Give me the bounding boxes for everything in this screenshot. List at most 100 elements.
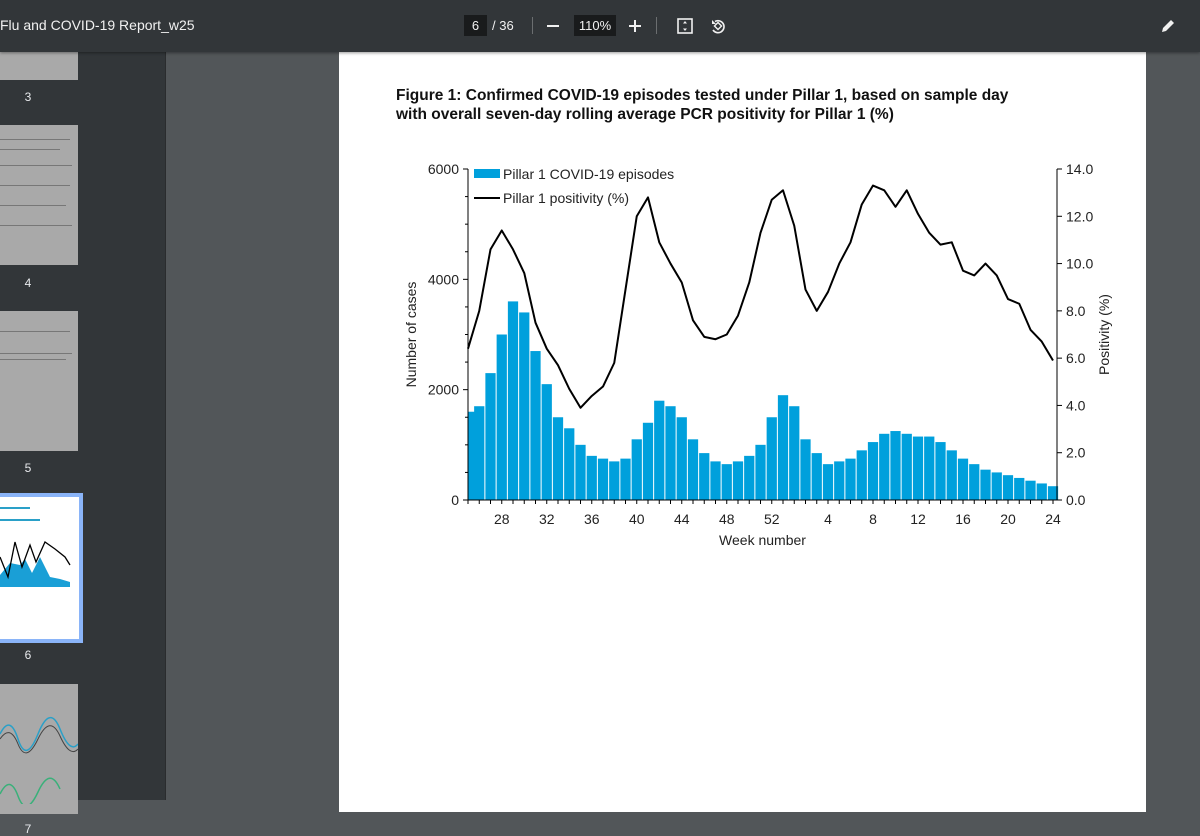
y-tick-label: 6000	[428, 161, 459, 177]
pdf-toolbar: Flu and COVID-19 Report_w25 6 / 36 110%	[0, 0, 1200, 52]
figure-title: Figure 1: Confirmed COVID-19 episodes te…	[396, 87, 1009, 123]
bar	[642, 422, 654, 500]
x-tick-label: 12	[910, 511, 926, 527]
fit-page-icon	[677, 18, 693, 34]
x-tick-label: 20	[1000, 511, 1016, 527]
legend-bar-swatch	[474, 169, 500, 178]
y2-tick-label: 0.0	[1066, 492, 1086, 508]
bar	[1002, 475, 1014, 500]
page-number-input[interactable]: 6	[464, 15, 487, 36]
bar	[755, 444, 766, 500]
thumbnail-label: 3	[24, 90, 32, 104]
bar	[924, 436, 935, 500]
bar	[879, 433, 890, 500]
bar	[766, 417, 777, 500]
bar	[721, 464, 732, 500]
combo-chart: 0 2000 4000 6000 0.0 2.0 4.0 6.0 8.0 10.0 12.0 14.0…	[403, 161, 1112, 548]
document-title: Flu and COVID-19 Report_w25	[0, 17, 195, 33]
thumbnail-label: 7	[24, 822, 32, 836]
thumbnail-page-4[interactable]	[0, 125, 78, 265]
y-axis-title: Number of cases	[403, 282, 419, 388]
legend-label: Pillar 1 positivity (%)	[503, 190, 629, 206]
bar	[777, 395, 789, 500]
zoom-level-input[interactable]: 110%	[574, 15, 616, 36]
zoom-in-button[interactable]	[623, 14, 647, 38]
x-tick-label: 48	[719, 511, 735, 527]
y2-tick-label: 6.0	[1066, 350, 1086, 366]
fit-page-button[interactable]	[673, 14, 697, 38]
divider	[532, 17, 533, 34]
bar	[575, 444, 586, 500]
x-tick-label: 16	[955, 511, 971, 527]
bar	[485, 373, 496, 500]
bar	[744, 455, 755, 500]
rotate-button[interactable]	[706, 14, 730, 38]
bar	[699, 453, 710, 500]
plus-icon	[629, 20, 641, 32]
bar	[631, 439, 642, 500]
bar	[969, 464, 980, 500]
y-tick-label: 4000	[428, 271, 459, 287]
thumbnail-label: 5	[24, 461, 32, 475]
bar	[912, 436, 924, 500]
pdf-page: Figure 1: Confirmed COVID-19 episodes te…	[339, 52, 1146, 812]
y2-tick-label: 4.0	[1066, 397, 1086, 413]
rotate-icon	[712, 19, 725, 34]
x-tick-label: 32	[539, 511, 555, 527]
bar	[541, 384, 552, 500]
legend-label: Pillar 1 COVID-19 episodes	[503, 166, 674, 182]
bar	[811, 453, 822, 500]
y2-tick-label: 8.0	[1066, 303, 1086, 319]
bar	[564, 428, 575, 500]
bar	[1014, 477, 1025, 500]
bar	[856, 450, 867, 500]
page-total: / 36	[492, 18, 514, 33]
positivity-line	[467, 184, 1054, 409]
y2-axis-title: Positivity (%)	[1096, 294, 1112, 375]
bar	[1036, 483, 1047, 500]
bar	[980, 469, 991, 500]
thumbnail-page-5[interactable]	[0, 311, 78, 451]
y2-tick-label: 12.0	[1066, 208, 1093, 224]
bar	[867, 442, 879, 500]
bar	[519, 312, 530, 500]
x-tick-label: 8	[869, 511, 877, 527]
bar	[991, 472, 1002, 500]
x-tick-label: 40	[629, 511, 645, 527]
bar	[1025, 480, 1036, 500]
pen-icon	[1162, 20, 1174, 32]
bar	[1047, 486, 1059, 500]
thumbnail-page-6-selected[interactable]	[0, 493, 83, 643]
bar	[468, 411, 479, 500]
bar	[609, 461, 620, 500]
divider	[656, 17, 657, 34]
thumbnail-page-7[interactable]	[0, 684, 79, 814]
bar	[676, 417, 687, 500]
x-tick-label: 28	[494, 511, 510, 527]
bar	[507, 301, 519, 500]
x-axis-title: Week number	[719, 532, 806, 548]
annotate-button[interactable]	[1156, 14, 1180, 38]
y-tick-label: 0	[451, 492, 459, 508]
bar	[789, 406, 800, 500]
x-tick-label: 36	[584, 511, 600, 527]
thumbnail-label: 6	[24, 648, 32, 662]
x-tick-label: 4	[824, 511, 832, 527]
bar	[665, 406, 676, 500]
y2-tick-label: 14.0	[1066, 161, 1093, 177]
zoom-out-button[interactable]	[541, 14, 565, 38]
thumbnail-chart-preview	[0, 507, 71, 587]
bar	[496, 334, 507, 500]
bar	[800, 439, 811, 500]
bar	[834, 461, 845, 500]
bar	[687, 439, 699, 500]
bar	[845, 458, 856, 500]
bar	[957, 458, 969, 500]
y2-tick-label: 2.0	[1066, 445, 1086, 461]
bar	[901, 433, 912, 500]
bar	[890, 431, 901, 500]
thumbnail-label: 4	[24, 276, 32, 290]
thumbnail-chart-preview	[0, 717, 79, 807]
x-tick-label: 52	[764, 511, 780, 527]
bar	[732, 461, 744, 500]
